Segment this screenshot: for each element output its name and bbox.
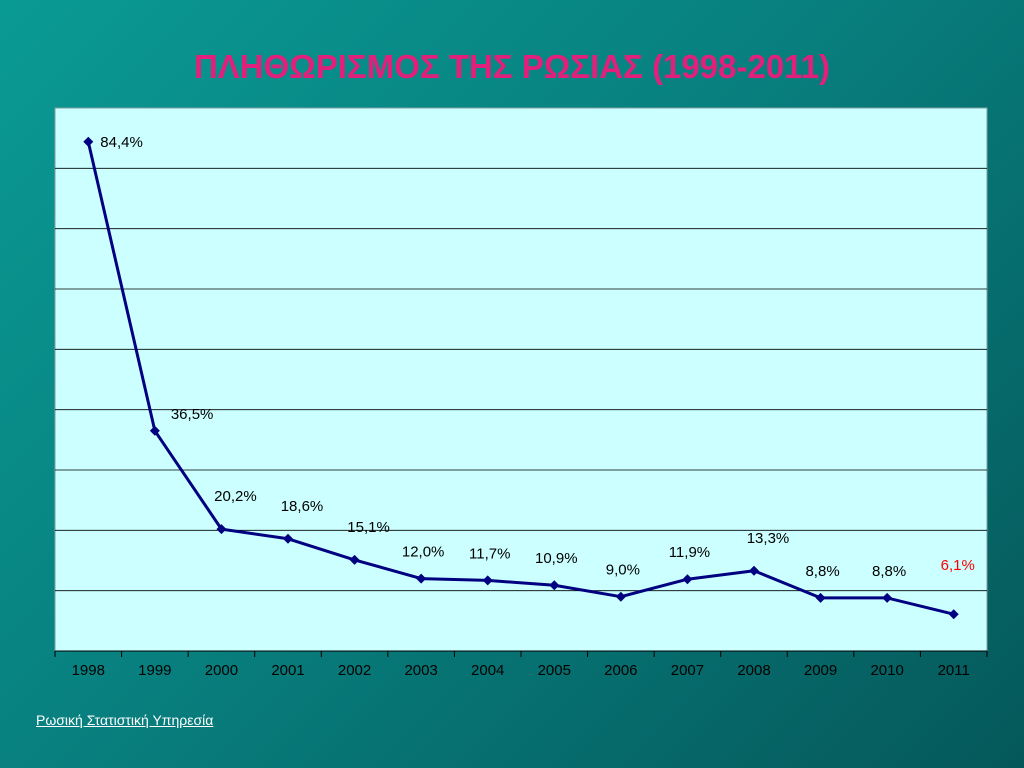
gridlines: [55, 167, 987, 592]
data-label: 8,8%: [872, 563, 906, 580]
series-line: [86, 141, 955, 616]
x-tick-label: 2005: [538, 662, 571, 679]
plot-area: [54, 107, 988, 652]
data-point-marker: [416, 573, 427, 584]
x-tick-label: 2010: [870, 662, 903, 679]
x-tick-label: 2003: [404, 662, 437, 679]
data-point-marker: [349, 554, 360, 565]
source-note: Ρωσική Στατιστική Υπηρεσία: [36, 712, 214, 728]
data-point-marker: [815, 592, 826, 603]
x-tick-label: 2008: [737, 662, 770, 679]
data-label: 9,0%: [606, 562, 640, 579]
data-labels: 84,4% 36,5% 20,2% 18,6% 15,1% 12,0% 11,7% 10,9%…: [100, 134, 975, 580]
page-title: ΠΛΗΘΩΡΙΣΜΟΣ ΤΗΣ ΡΩΣΙΑΣ (1998-2011): [193, 48, 831, 85]
data-label: 36,5%: [171, 406, 214, 423]
data-point-marker: [482, 575, 493, 586]
x-tick-label: 1998: [72, 662, 105, 679]
x-tick-label: 2011: [938, 662, 970, 679]
data-label: 15,1%: [347, 519, 390, 536]
x-tick-label: 2001: [271, 662, 304, 679]
data-point-marker: [615, 591, 626, 602]
data-point-marker: [283, 533, 293, 544]
data-label: 12,0%: [402, 544, 445, 561]
data-point-marker: [749, 565, 759, 576]
x-tick-label: 2007: [671, 662, 704, 679]
x-tick-label: 2009: [804, 662, 837, 679]
x-tick-label: 2000: [205, 662, 238, 679]
data-series: [83, 136, 959, 620]
data-point-marker: [149, 425, 160, 436]
data-label: 13,3%: [747, 530, 790, 547]
data-point-marker: [882, 592, 893, 603]
data-point-marker: [948, 609, 959, 620]
data-point-marker: [682, 574, 693, 585]
x-tick-label: 1999: [138, 662, 171, 679]
data-label: 11,9%: [669, 544, 710, 561]
data-point-marker: [83, 136, 94, 147]
x-axis: 1998 1999 2000 2001 2002 2003 2004 2005 2006 2007…: [54, 650, 988, 679]
x-tick-label: 2002: [338, 662, 371, 679]
data-label: 10,9%: [535, 550, 578, 567]
data-label: 11,7%: [469, 545, 510, 562]
data-point-marker: [549, 580, 560, 591]
data-point-marker: [216, 524, 227, 535]
data-label: 20,2%: [214, 488, 257, 505]
x-tick-label: 2006: [604, 662, 637, 679]
data-label: 8,8%: [805, 563, 839, 580]
x-tick-label: 2004: [471, 662, 504, 679]
data-label: 84,4%: [100, 134, 143, 151]
data-label: 18,6%: [281, 498, 324, 515]
data-label: 6,1%: [941, 557, 975, 574]
